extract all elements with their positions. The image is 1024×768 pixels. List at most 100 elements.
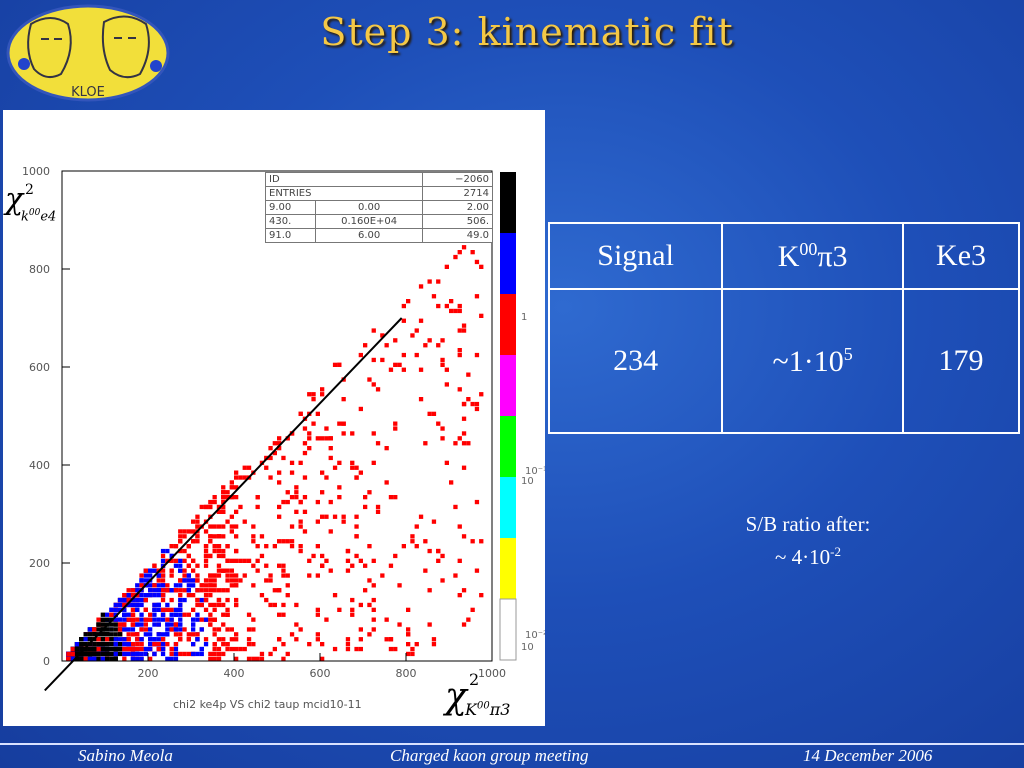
density-cell [371, 357, 376, 363]
plot-ticks: 200 400 600 800 1000 0 200 400 600 800 1000 [22, 165, 506, 680]
density-cell [143, 646, 148, 652]
density-cell [70, 656, 75, 661]
colorbar-segment [500, 416, 516, 477]
density-cell [453, 441, 458, 446]
density-cell [87, 646, 93, 652]
stats-cell: 0.00 [314, 200, 424, 215]
density-cell [182, 597, 187, 603]
density-cell [186, 563, 191, 568]
density-cell [130, 593, 136, 598]
density-cell [268, 602, 273, 608]
density-cell [307, 642, 312, 647]
density-cell [397, 583, 402, 588]
density-cell [130, 622, 136, 627]
density-cell [105, 637, 110, 642]
colorbar-label: 10⁻² [525, 630, 545, 641]
density-cell [324, 514, 329, 519]
density-cell [195, 651, 200, 657]
density-cell [393, 426, 398, 431]
density-cell [320, 514, 325, 519]
density-cell [268, 573, 273, 578]
density-cell [160, 568, 166, 573]
density-cell [212, 602, 217, 608]
stats-entries-value: 2714 [422, 186, 493, 201]
density-cell [221, 622, 226, 627]
density-cell [229, 637, 234, 642]
density-cell [384, 446, 389, 451]
density-cell [191, 607, 196, 612]
density-cell [367, 602, 372, 608]
density-cell [221, 490, 226, 495]
density-cell [139, 651, 144, 657]
density-cell [431, 411, 437, 416]
density-cell [246, 627, 252, 632]
density-cell [251, 524, 256, 529]
density-cell [371, 431, 376, 436]
density-cell [165, 607, 170, 612]
density-cell [100, 656, 105, 661]
footer-meeting: Charged kaon group meeting [390, 746, 589, 765]
density-cell [169, 617, 174, 622]
density-cell [461, 328, 467, 333]
density-cell [212, 499, 217, 505]
density-cell [169, 622, 174, 627]
density-cell [277, 539, 282, 544]
density-cell [418, 284, 424, 289]
density-cell [186, 637, 191, 642]
density-cell [182, 558, 187, 563]
density-cell [199, 597, 204, 603]
density-cell [427, 279, 432, 284]
density-cell [122, 597, 127, 603]
density-cell [234, 534, 239, 539]
density-cell [113, 612, 118, 617]
density-cell [277, 504, 282, 510]
density-cell [122, 627, 127, 632]
density-cell [264, 544, 269, 549]
density-cell [113, 646, 118, 652]
density-cell [315, 436, 320, 441]
cut-line [44, 317, 403, 692]
density-cell [208, 612, 213, 617]
density-cell [453, 504, 458, 510]
density-cell [315, 632, 320, 637]
colorbar-label: 10⁻¹ [525, 466, 545, 477]
density-cell [298, 548, 303, 554]
density-cell [221, 495, 226, 500]
density-cell [354, 553, 359, 559]
density-cell [199, 646, 204, 652]
density-cell [328, 529, 333, 534]
density-cell [234, 602, 239, 608]
density-cell [156, 632, 161, 637]
density-cell [371, 328, 376, 333]
density-cell [225, 578, 230, 583]
header-kpi3: K00π3 [721, 222, 905, 290]
density-cell [199, 617, 204, 622]
density-cell [160, 651, 166, 657]
density-cell [406, 642, 411, 647]
density-cell [457, 328, 462, 333]
density-cell [113, 627, 118, 632]
density-cell [315, 573, 320, 578]
density-cell [195, 602, 200, 608]
density-cell [440, 553, 445, 559]
density-cell [195, 612, 200, 617]
density-cell [117, 642, 123, 647]
density-cell [212, 642, 217, 647]
density-cell [156, 588, 161, 593]
density-cell [165, 617, 170, 622]
density-cell [281, 455, 286, 461]
density-cell [332, 593, 338, 598]
value-ke3: 179 [902, 288, 1020, 434]
density-cell [461, 622, 467, 627]
density-cell [423, 568, 428, 573]
density-cell [234, 646, 239, 652]
density-cell [251, 627, 256, 632]
density-cell [216, 548, 222, 554]
density-cell [461, 245, 467, 250]
density-cell [384, 637, 389, 642]
density-cell [221, 548, 226, 554]
density-cell [246, 558, 252, 563]
colorbar-segment [500, 477, 516, 538]
density-cell [427, 588, 432, 593]
density-cell [397, 362, 402, 367]
